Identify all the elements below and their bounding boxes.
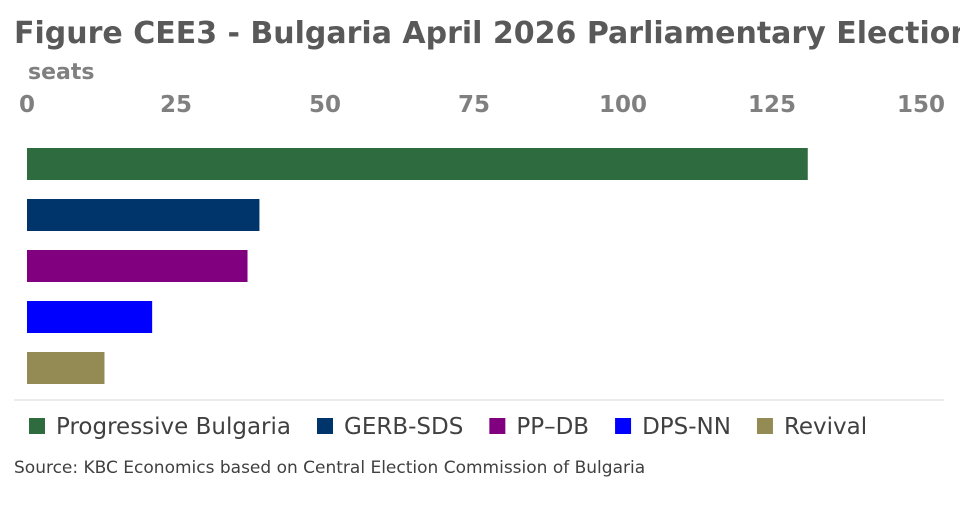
legend-swatch <box>489 418 506 434</box>
legend-label: GERB-SDS <box>344 414 463 440</box>
source-note: Source: KBC Economics based on Central E… <box>14 458 645 478</box>
x-tick-label: 125 <box>748 92 796 118</box>
x-tick-label: 150 <box>897 92 945 118</box>
x-tick-label: 100 <box>599 92 647 118</box>
bar <box>27 250 248 282</box>
legend-label: PP–DB <box>516 414 589 440</box>
x-axis-ticks: 0 25 50 75 100 125 150 <box>19 92 945 118</box>
axis-unit-label: seats <box>28 60 94 85</box>
legend-swatch <box>615 418 632 434</box>
legend: Progressive Bulgaria GERB-SDS PP–DB DPS-NN R… <box>29 414 867 440</box>
legend-swatch <box>756 418 773 434</box>
x-tick-label: 0 <box>19 92 35 118</box>
bar <box>27 148 808 180</box>
bar <box>27 352 105 384</box>
bar <box>27 199 260 231</box>
chart-title: Figure CEE3 - Bulgaria April 2026 Parlia… <box>14 16 960 51</box>
bar <box>27 301 153 333</box>
legend-swatch <box>29 418 45 434</box>
x-tick-label: 75 <box>458 92 490 118</box>
bars <box>27 148 808 384</box>
x-tick-label: 25 <box>160 92 192 118</box>
x-tick-label: 50 <box>309 92 341 118</box>
legend-label: DPS-NN <box>642 414 731 440</box>
legend-label: Progressive Bulgaria <box>56 414 291 440</box>
legend-swatch <box>317 418 333 434</box>
legend-label: Revival <box>784 414 867 440</box>
